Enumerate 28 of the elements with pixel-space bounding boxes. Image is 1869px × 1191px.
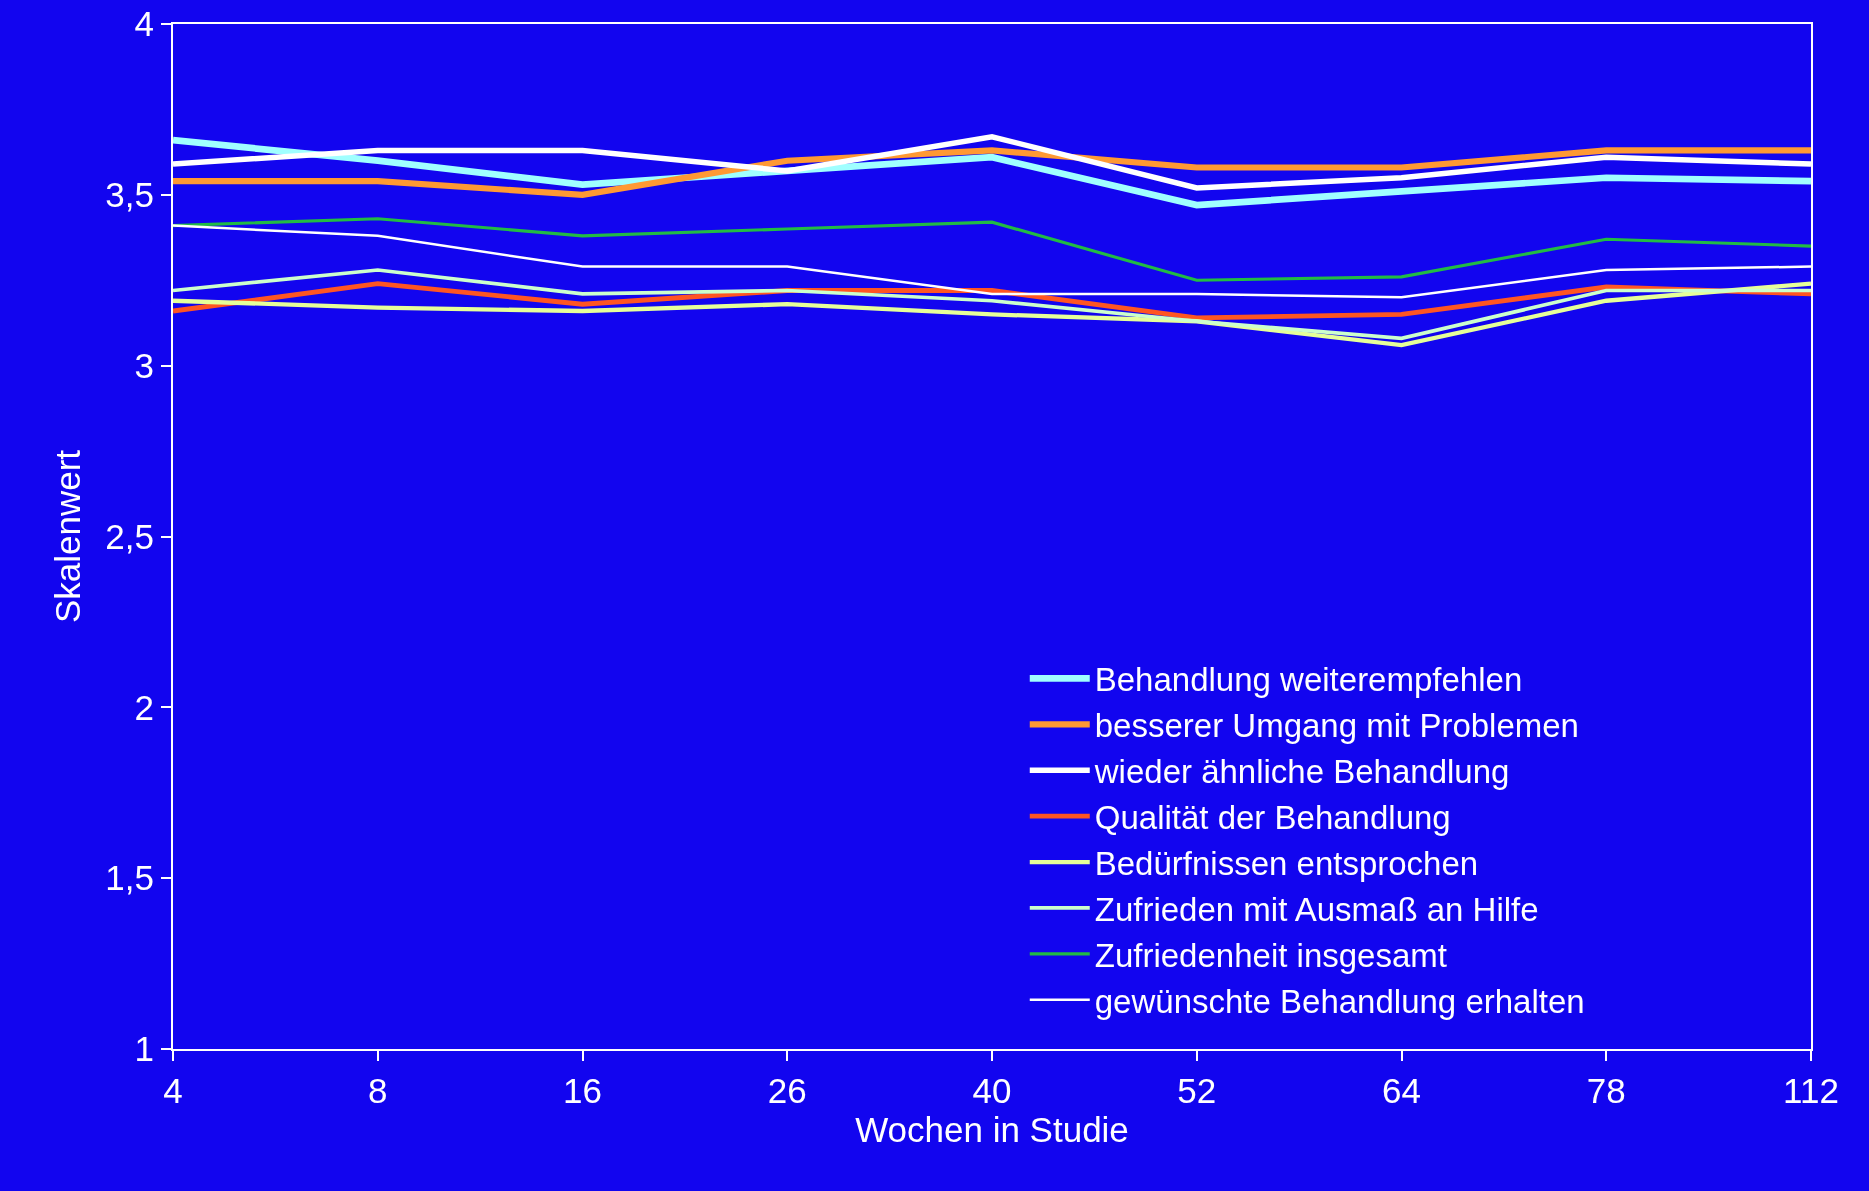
y-tick-label: 2 [134,687,154,727]
x-tick-label: 40 [972,1071,1012,1110]
y-tick-label: 2,5 [105,516,154,556]
x-axis-title: Wochen in Studie [855,1110,1129,1149]
legend-label: gewünschte Behandlung erhalten [1094,982,1585,1020]
x-tick-label: 52 [1177,1071,1217,1110]
x-tick-label: 78 [1586,1071,1626,1110]
y-tick-label: 1,5 [105,858,154,898]
line-series [173,281,1811,348]
legend-label: Zufriedenheit insgesamt [1094,936,1447,974]
x-tick-label: 64 [1382,1071,1421,1110]
y-tick-label: 3 [134,345,154,385]
x-tick-label: 16 [563,1071,602,1110]
legend-label: Bedürfnissen entsprochen [1094,844,1479,882]
legend-label: Qualität der Behandlung [1094,799,1451,837]
line-series [173,268,1811,341]
x-tick-label: 112 [1783,1071,1839,1110]
y-tick-label: 1 [134,1029,154,1069]
legend-label: Behandlung weiterempfehlen [1094,661,1523,699]
y-tick-label: 3,5 [105,175,154,215]
legend-label: besserer Umgang mit Problemen [1094,707,1579,745]
y-tick-label: 4 [134,4,154,44]
x-tick-label: 8 [368,1071,388,1110]
legend-label: wieder ähnliche Behandlung [1093,753,1510,791]
legend-label: Zufrieden mit Ausmaß an Hilfe [1094,890,1539,928]
x-tick-label: 26 [767,1071,807,1110]
x-tick-label: 4 [163,1071,183,1110]
y-axis-title: Skalenwert [48,449,88,624]
